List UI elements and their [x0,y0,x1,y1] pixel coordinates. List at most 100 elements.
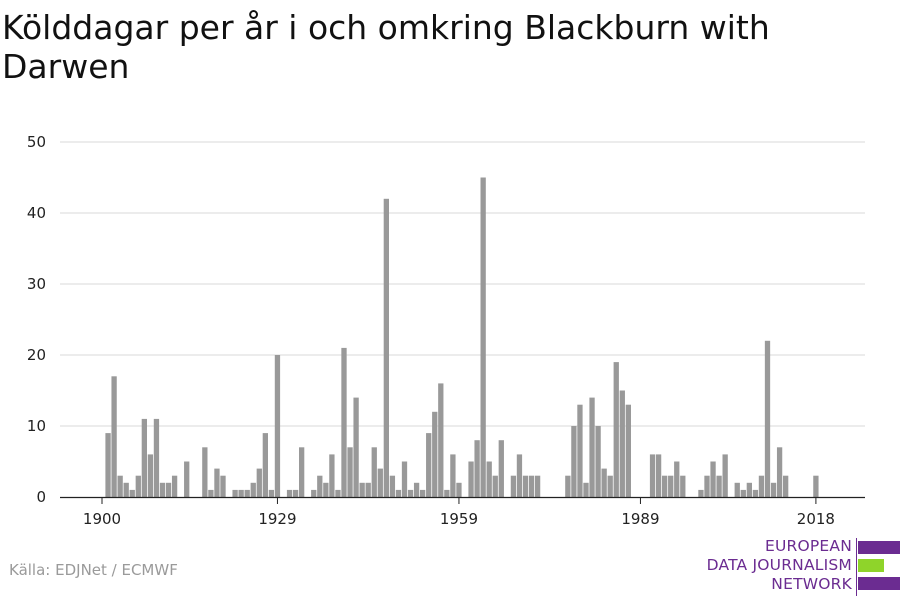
bar[interactable] [317,475,323,497]
bar[interactable] [595,426,601,497]
bar[interactable] [668,475,674,497]
bar[interactable] [420,489,426,497]
bar[interactable] [722,454,728,497]
bar[interactable] [480,177,486,498]
bar[interactable] [655,454,662,497]
bar[interactable] [208,489,214,497]
bar[interactable] [601,468,607,497]
bar[interactable] [710,461,716,498]
bar[interactable] [583,482,589,497]
bar[interactable] [613,362,619,497]
bar[interactable] [220,475,226,497]
bar[interactable] [329,454,335,497]
bar[interactable] [268,489,275,497]
bar[interactable] [383,198,389,498]
bar[interactable] [323,482,329,497]
bar[interactable] [746,482,752,497]
bar[interactable] [105,433,111,497]
bar[interactable] [577,404,583,497]
bar[interactable] [770,482,777,497]
bar[interactable] [444,489,450,497]
bar[interactable] [407,489,414,497]
bar[interactable] [371,447,377,497]
bar[interactable] [141,418,147,497]
edjnet-logo[interactable]: EUROPEAN DATA JOURNALISM NETWORK [700,537,900,597]
bar[interactable] [516,454,523,497]
bar[interactable] [698,489,704,497]
bar[interactable] [589,397,595,497]
bar[interactable] [299,447,305,497]
bar[interactable] [377,468,383,497]
bar[interactable] [486,461,492,498]
logo-bar-green [858,559,884,572]
bar[interactable] [238,489,244,497]
bar[interactable] [232,489,238,497]
bar[interactable] [214,468,220,497]
bar[interactable] [432,411,438,497]
bar[interactable] [341,347,347,497]
bar[interactable] [625,404,631,497]
bar[interactable] [522,475,529,497]
bar[interactable] [413,482,420,497]
bar[interactable] [311,489,317,497]
bar[interactable] [680,475,686,497]
bar[interactable] [740,489,746,497]
bar[interactable] [450,454,456,497]
bar[interactable] [662,475,668,497]
bar[interactable] [456,482,462,497]
bar[interactable] [129,489,135,497]
bar[interactable] [474,440,480,497]
bar[interactable] [274,355,281,497]
bar[interactable] [165,482,172,497]
bar[interactable] [510,475,517,497]
bar[interactable] [607,475,613,497]
bar[interactable] [147,454,154,497]
bar[interactable] [135,475,141,497]
bar[interactable] [674,461,680,498]
bar[interactable] [256,468,262,497]
bar[interactable] [202,447,208,497]
bar[interactable] [534,475,541,497]
bar[interactable] [117,475,123,497]
bar[interactable] [359,482,365,497]
bar[interactable] [292,489,299,497]
bar[interactable] [365,482,371,497]
bar[interactable] [244,489,250,497]
bar[interactable] [716,475,722,497]
bar[interactable] [184,461,190,498]
bar[interactable] [704,475,710,497]
bar[interactable] [153,418,160,497]
bar[interactable] [123,482,129,497]
bar[interactable] [619,390,625,498]
bar[interactable] [395,489,402,497]
bar[interactable] [389,475,396,497]
bar[interactable] [764,340,771,497]
bar[interactable] [111,376,117,497]
bar[interactable] [286,489,293,497]
bar[interactable] [783,475,789,497]
bar[interactable] [426,433,432,497]
bar[interactable] [565,475,571,497]
bar[interactable] [468,461,474,498]
x-tick-label: 1989 [621,510,659,528]
bar[interactable] [776,447,783,497]
bar[interactable] [250,482,256,497]
bar[interactable] [528,475,535,497]
bar[interactable] [758,475,765,497]
bar[interactable] [171,475,178,497]
bar[interactable] [498,440,504,497]
y-tick-label: 10 [27,417,46,435]
bar[interactable] [752,489,759,497]
bar[interactable] [571,426,577,497]
bar[interactable] [438,383,444,497]
bar[interactable] [401,461,408,498]
bar[interactable] [734,482,740,497]
bar[interactable] [262,433,268,497]
bar[interactable] [813,475,819,497]
bar[interactable] [353,397,359,497]
bar[interactable] [492,475,498,497]
bar[interactable] [649,454,656,497]
bar[interactable] [159,482,166,497]
bar[interactable] [347,447,353,497]
bar[interactable] [335,489,341,497]
